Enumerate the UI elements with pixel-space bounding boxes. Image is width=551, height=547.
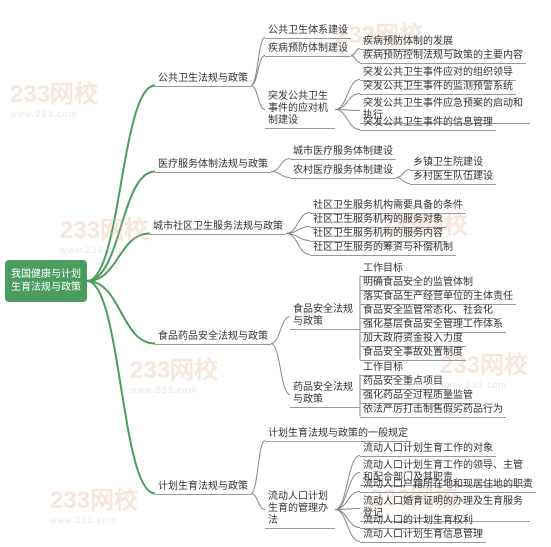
mindmap-node: 药品安全法规与政策 <box>290 381 360 408</box>
root-node: 我国健康与计划生育法规与政策 <box>5 260 87 302</box>
mindmap-node: 城市社区卫生服务法规与政策 <box>150 220 286 235</box>
mindmap-node: 加大政府资金投入力度 <box>360 332 466 347</box>
mindmap-node: 依法严厉打击制售假劣药品行为 <box>360 403 506 418</box>
watermark: 233网校www.233.com <box>60 210 148 255</box>
mindmap-node: 疾病预防体制的发展 <box>360 35 456 50</box>
mindmap-node: 疾病预防控制法规与政策的主要内容 <box>360 49 526 64</box>
mindmap-node: 强化基层食品安全管理工作体系 <box>360 318 506 333</box>
mindmap-node: 食品安全监管常态化、社会化 <box>360 304 496 319</box>
mindmap-node: 社区卫生服务机构的服务内容 <box>310 227 446 242</box>
watermark: 233网校www.233.com <box>10 74 98 119</box>
mindmap-node: 流动人口计划生育信息管理 <box>360 528 486 543</box>
mindmap-node: 食品药品安全法规与政策 <box>155 330 271 345</box>
mindmap-node: 社区卫生服务的筹资与补偿机制 <box>310 241 456 256</box>
mindmap-node: 公共卫生法规与政策 <box>155 72 251 87</box>
mindmap-node: 强化药品全过程质量监管 <box>360 389 476 404</box>
mindmap-node: 医疗服务体制法规与政策 <box>155 158 271 173</box>
mindmap-node: 流动人口计划生育工作的对象 <box>360 442 496 457</box>
mindmap-node: 突发公共卫生事件的应对机制建设 <box>265 90 335 129</box>
mindmap-node: 疾病预防体制建设 <box>265 42 351 57</box>
mindmap-node: 明确食品安全的监管体制 <box>360 276 476 291</box>
mindmap-node: 药品安全重点项目 <box>360 375 446 390</box>
mindmap-node: 工作目标 <box>360 361 406 376</box>
mindmap-node: 农村医疗服务体制建设 <box>290 164 396 179</box>
mindmap-node: 突发公共卫生事件的信息管理 <box>360 116 496 131</box>
mindmap-node: 计划生育法规与政策的一般规定 <box>265 427 411 442</box>
mindmap-node: 城市医疗服务体制建设 <box>290 145 396 160</box>
mindmap-node: 食品安全事故处置制度 <box>360 346 466 361</box>
mindmap-node: 工作目标 <box>360 262 406 277</box>
watermark: 233网校www.233.com <box>130 350 218 395</box>
mindmap-node: 流动人口户籍所在地和现居住地的职责 <box>360 478 536 493</box>
mindmap-node: 食品安全法规与政策 <box>290 303 360 330</box>
watermark: 233网校www.233.com <box>50 480 138 525</box>
mindmap-node: 突发公共卫生事件应对的组织领导 <box>360 66 516 81</box>
mindmap-node: 乡镇卫生院建设 <box>410 156 486 171</box>
mindmap-node: 计划生育法规与政策 <box>155 480 251 495</box>
mindmap-node: 流动人口的计划生育权利 <box>360 514 476 529</box>
mindmap-node: 公共卫生体系建设 <box>265 24 351 39</box>
mindmap-node: 流动人口计划生育的管理办法 <box>265 490 335 529</box>
mindmap-node: 社区卫生服务机构的服务对象 <box>310 213 446 228</box>
mindmap-node: 社区卫生服务机构需要具备的条件 <box>310 199 466 214</box>
mindmap-node: 落实食品生产经营单位的主体责任 <box>360 290 516 305</box>
mindmap-node: 乡村医生队伍建设 <box>410 170 496 185</box>
mindmap-node: 突发公共卫生事件的监测预警系统 <box>360 80 516 95</box>
